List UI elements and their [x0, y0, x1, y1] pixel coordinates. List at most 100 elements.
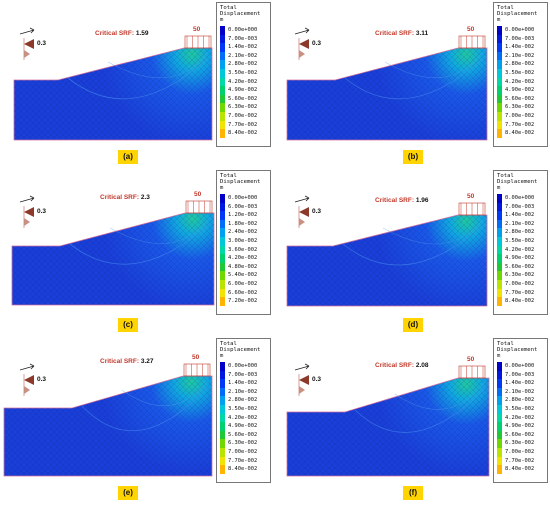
legend-row: 7.00e-003: [220, 370, 270, 380]
legend-row: 6.30e-002: [497, 439, 547, 448]
load-label: 50: [193, 26, 201, 33]
slip-surface: [81, 385, 209, 431]
legend-value: 7.00e-002: [228, 448, 258, 455]
legend-row: 4.90e-002: [497, 254, 547, 263]
legend-swatch: [220, 465, 225, 474]
seismic-coefficient: 0.3: [312, 208, 322, 215]
legend-value: 2.80e-002: [228, 61, 258, 68]
legend-row: 2.80e-002: [220, 396, 270, 405]
legend-swatch: [497, 439, 502, 448]
seismic-triangle-icon: [24, 207, 34, 217]
displacement-legend: Total Displacement m 0.00e+000 7.00e-003 1…: [216, 338, 271, 483]
legend-row: 0.00e+000: [220, 26, 270, 35]
legend-rows: 0.00e+000 6.00e-003 1.20e-002 1.80e-002 2.40…: [220, 194, 270, 306]
slip-surface: [354, 387, 486, 433]
seismic-arrow-icon: [19, 363, 35, 371]
legend-value: 0.00e+000: [505, 363, 535, 369]
legend-value: 7.00e-003: [228, 371, 258, 378]
critical-srf: Critical SRF: 2.08: [375, 362, 428, 369]
panel-caption: (d): [403, 318, 423, 332]
legend-value: 4.90e-002: [505, 423, 535, 430]
legend-row: 4.80e-002: [220, 262, 270, 272]
legend-value: 7.70e-002: [505, 457, 535, 464]
legend-row: 2.10e-002: [497, 219, 547, 229]
legend-swatch: [497, 77, 502, 87]
legend-swatch: [220, 34, 225, 44]
legend-value: 2.80e-002: [228, 397, 258, 404]
legend-swatch: [497, 447, 502, 457]
slip-surface-inner: [382, 218, 484, 245]
seismic-coefficient: 0.3: [37, 376, 47, 383]
legend-row: 7.70e-002: [497, 456, 547, 466]
seismic-triangle-icon: [299, 375, 309, 385]
fem-panel-c: Critical SRF: 2.3 50 0.3 Total Displacem…: [0, 168, 275, 336]
legend-value: 5.40e-002: [228, 272, 258, 279]
critical-srf: Critical SRF: 2.3: [100, 194, 150, 201]
legend-value: 6.30e-002: [505, 440, 535, 447]
legend-value: 5.60e-002: [505, 431, 535, 438]
legend-swatch: [220, 379, 225, 388]
legend-value: 6.30e-002: [228, 440, 258, 447]
panel-caption: (a): [118, 150, 138, 164]
mesh-overlay: [4, 376, 212, 476]
legend-row: 4.90e-002: [220, 422, 270, 431]
legend-value: 7.00e-002: [505, 448, 535, 455]
legend-value: 2.10e-002: [505, 220, 535, 227]
slope-model: [286, 27, 488, 141]
srf-label: Critical SRF:: [375, 362, 415, 369]
legend-row: 5.40e-002: [220, 271, 270, 280]
legend-value: 1.40e-002: [505, 380, 535, 387]
legend-row: 4.20e-002: [220, 77, 270, 87]
legend-value: 0.00e+000: [228, 27, 258, 33]
legend-value: 2.10e-002: [228, 388, 258, 395]
legend-swatch: [497, 228, 502, 237]
legend-value: 3.50e-002: [505, 405, 535, 412]
seismic-icon: [19, 195, 35, 228]
legend-value: 0.00e+000: [228, 195, 258, 201]
legend-swatch: [220, 26, 225, 35]
surface-load: [183, 363, 211, 377]
legend-row: 5.60e-002: [220, 94, 270, 104]
legend-row: 5.60e-002: [497, 430, 547, 440]
legend-title: Total Displacement m: [220, 341, 261, 360]
legend-rows: 0.00e+000 7.00e-003 1.40e-002 2.10e-002 2.80…: [220, 26, 270, 138]
legend-swatch: [220, 219, 225, 229]
legend-row: 7.00e-003: [497, 370, 547, 380]
load-label: 50: [192, 354, 200, 361]
legend-row: 0.00e+000: [220, 362, 270, 371]
legend-value: 2.80e-002: [505, 61, 535, 68]
legend-swatch: [220, 370, 225, 380]
slip-surface: [69, 222, 211, 265]
seismic-icon: [19, 363, 35, 396]
slope-model: [286, 363, 490, 477]
legend-value: 2.10e-002: [505, 52, 535, 59]
legend-swatch: [497, 279, 502, 289]
panel-caption: (b): [403, 150, 423, 164]
legend-row: 6.30e-002: [497, 271, 547, 280]
legend-value: 4.90e-002: [228, 87, 258, 94]
seismic-arrow-icon: [19, 27, 35, 35]
legend-title: Total Displacement m: [497, 173, 538, 192]
legend-swatch: [497, 211, 502, 220]
legend-swatch: [220, 422, 225, 431]
legend-value: 5.60e-002: [505, 95, 535, 102]
srf-value: 3.11: [415, 30, 429, 37]
legend-row: 6.00e-002: [220, 279, 270, 289]
legend-row: 6.00e-003: [220, 202, 270, 212]
legend-row: 5.60e-002: [497, 262, 547, 272]
legend-title: Total Displacement m: [220, 173, 261, 192]
legend-swatch: [497, 387, 502, 397]
legend-swatch: [220, 94, 225, 104]
legend-swatch: [497, 194, 502, 203]
load-label: 50: [467, 356, 475, 363]
legend-swatch: [497, 51, 502, 61]
legend-value: 6.30e-002: [228, 104, 258, 111]
legend-rows: 0.00e+000 7.00e-003 1.40e-002 2.10e-002 2.80…: [497, 194, 547, 306]
legend-swatch: [220, 120, 225, 130]
legend-row: 2.10e-002: [220, 51, 270, 61]
slip-surface: [342, 224, 484, 266]
legend-swatch: [497, 262, 502, 272]
seismic-arrow-icon: [294, 195, 310, 203]
slip-surface-inner: [394, 381, 486, 410]
legend-swatch: [220, 111, 225, 121]
